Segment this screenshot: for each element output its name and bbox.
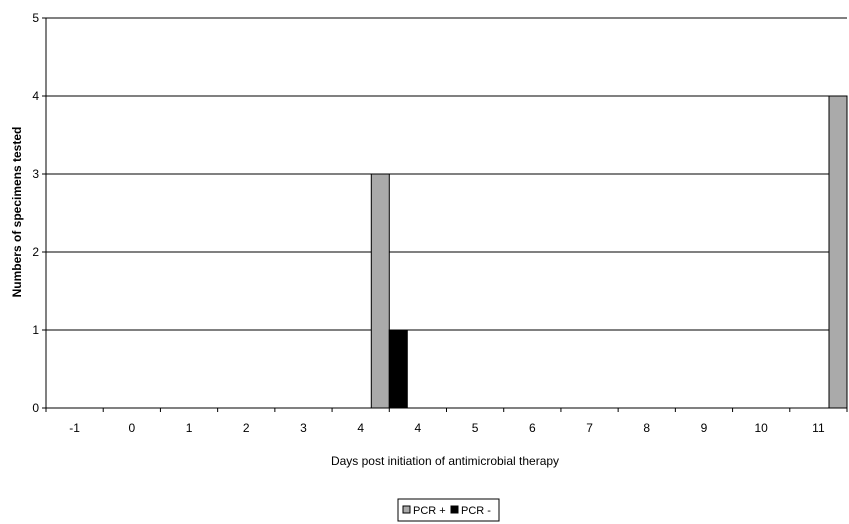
- y-tick-label: 0: [32, 401, 39, 415]
- legend: PCR + PCR -: [397, 498, 500, 522]
- x-axis-title: Days post initiation of antimicrobial th…: [331, 454, 559, 468]
- x-tick-label: 8: [643, 421, 650, 435]
- x-tick-label: 6: [529, 421, 536, 435]
- y-tick-label: 4: [32, 89, 39, 103]
- x-tick-label: 4: [357, 421, 364, 435]
- gridlines: [42, 17, 847, 409]
- x-tick-label: 3: [300, 421, 307, 435]
- bar: [828, 95, 848, 409]
- x-tick-label: 7: [586, 421, 593, 435]
- x-tick-labels: -1 0 1 2 3 4 4 5 6 7 8 9 10 11: [69, 421, 825, 435]
- y-tick-labels: 0 1 2 3 4 5: [32, 11, 39, 415]
- x-tick-label: 5: [472, 421, 479, 435]
- x-tick-label: 4: [415, 421, 422, 435]
- axes: [45, 18, 848, 412]
- x-tick-label: -1: [69, 421, 80, 435]
- x-tick-label: 0: [128, 421, 135, 435]
- legend-label: PCR -: [461, 505, 491, 517]
- legend-label: PCR +: [413, 505, 446, 517]
- legend-box: [397, 498, 500, 522]
- y-axis-title: Numbers of specimens tested: [10, 127, 24, 298]
- x-tick-label: 2: [243, 421, 250, 435]
- x-tick-label: 11: [812, 421, 825, 435]
- y-tick-label: 3: [32, 167, 39, 181]
- bar: [370, 173, 390, 409]
- bar: [388, 329, 408, 409]
- x-tick-label: 9: [701, 421, 708, 435]
- legend-swatch: [450, 505, 459, 514]
- y-tick-label: 5: [32, 11, 39, 25]
- x-tick-label: 1: [186, 421, 193, 435]
- x-tick-label: 10: [754, 421, 768, 435]
- legend-swatch: [402, 505, 411, 514]
- y-tick-label: 1: [32, 323, 39, 337]
- y-tick-label: 2: [32, 245, 39, 259]
